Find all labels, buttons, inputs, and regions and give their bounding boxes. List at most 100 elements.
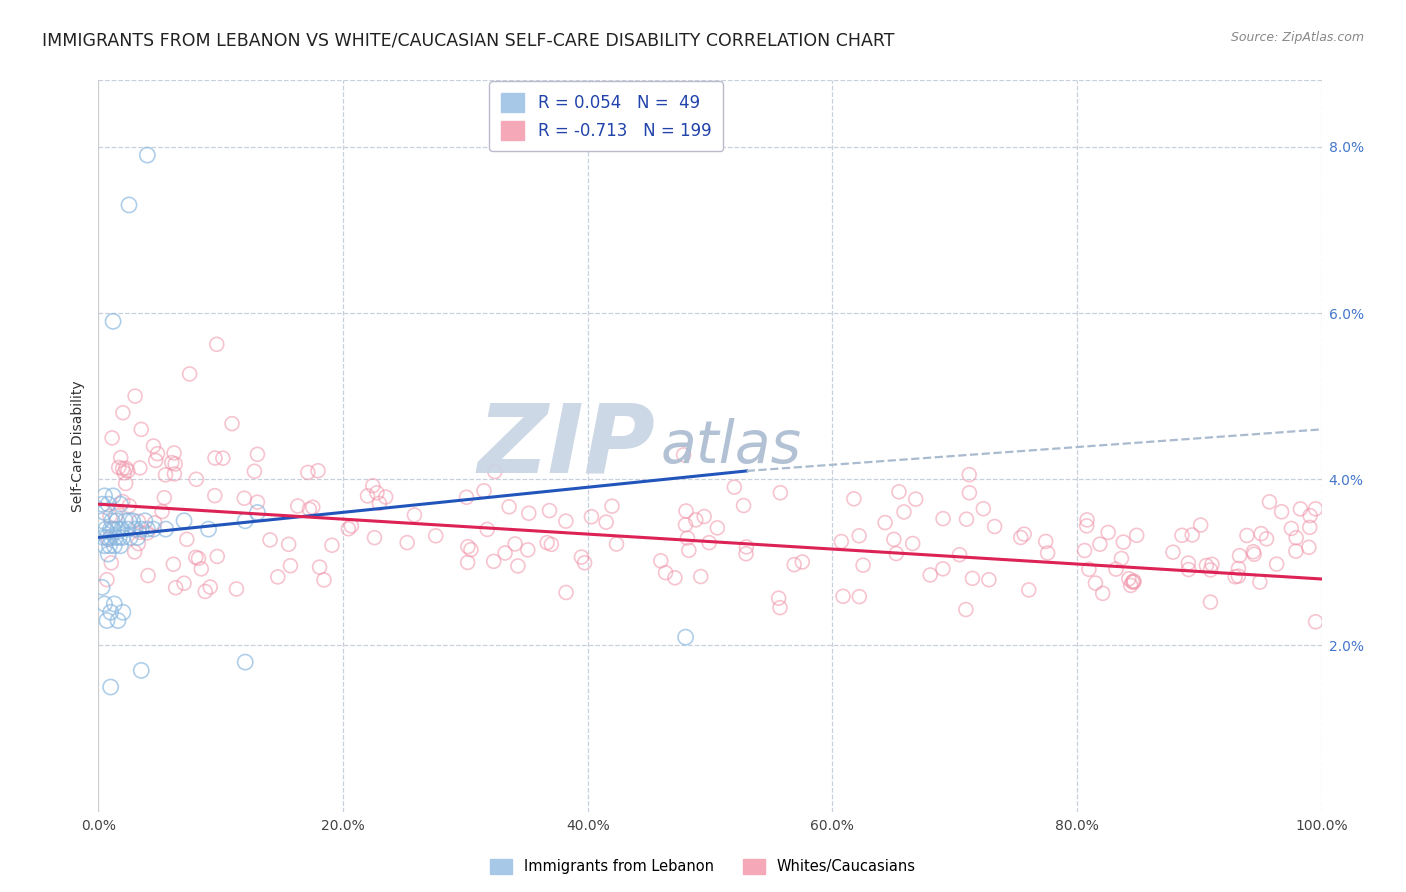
Point [948,548,970,562]
Point [356,489,378,503]
Y-axis label: Self-Care Disability: Self-Care Disability [70,380,84,512]
Point [1271,505,1294,519]
Point [482,554,505,568]
Point [1097,525,1119,540]
Point [108,530,131,544]
Point [340,519,363,533]
Point [110,497,132,511]
Point [503,537,526,551]
Point [920,568,942,582]
Point [962,571,984,585]
Point [100,530,122,544]
Point [875,516,897,530]
Point [1298,541,1320,555]
Point [538,503,561,517]
Point [425,529,447,543]
Point [1076,519,1098,533]
Point [233,514,256,528]
Point [298,502,321,516]
Point [1119,578,1142,592]
Point [117,464,139,478]
Point [184,550,207,565]
Point [204,489,226,503]
Point [972,501,994,516]
Point [118,198,141,212]
Point [887,484,910,499]
Point [98,509,121,524]
Point [571,550,593,565]
Point [404,508,426,522]
Point [101,522,124,536]
Point [197,522,219,536]
Point [1243,547,1265,561]
Point [977,573,1000,587]
Point [1195,558,1218,573]
Point [1125,528,1147,542]
Point [457,556,479,570]
Point [101,514,124,528]
Point [100,556,122,570]
Point [97,547,120,561]
Point [735,547,758,561]
Point [136,148,159,162]
Point [91,514,114,528]
Point [101,489,124,503]
Point [1012,527,1035,541]
Point [957,485,980,500]
Point [955,602,977,616]
Text: Source: ZipAtlas.com: Source: ZipAtlas.com [1230,31,1364,45]
Point [1036,546,1059,560]
Point [100,522,122,536]
Point [735,540,758,554]
Point [1201,558,1223,572]
Point [111,406,134,420]
Point [1122,574,1144,588]
Point [769,600,792,615]
Point [124,522,146,536]
Point [280,558,302,573]
Point [93,539,115,553]
Point [204,450,226,465]
Point [848,590,870,604]
Point [1010,531,1032,545]
Point [932,562,955,576]
Point [1241,545,1264,559]
Point [194,584,217,599]
Point [374,490,396,504]
Point [1279,521,1302,535]
Point [120,530,142,544]
Point [1088,537,1111,551]
Point [105,514,128,528]
Point [363,531,385,545]
Point [93,489,115,503]
Point [221,417,243,431]
Point [957,467,980,482]
Point [574,556,596,570]
Point [1018,582,1040,597]
Point [134,514,156,528]
Point [153,491,176,505]
Point [1289,502,1312,516]
Point [176,533,198,547]
Point [506,558,529,573]
Point [114,476,136,491]
Point [103,539,125,553]
Point [1299,508,1322,523]
Point [883,533,905,547]
Point [127,530,149,544]
Point [246,495,269,509]
Point [893,505,915,519]
Point [205,337,228,351]
Point [689,569,711,583]
Point [768,591,790,606]
Legend: R = 0.054   N =  49, R = -0.713   N = 199: R = 0.054 N = 49, R = -0.713 N = 199 [489,81,723,152]
Point [101,314,124,328]
Point [932,511,955,525]
Point [129,422,152,436]
Point [297,466,319,480]
Point [472,483,495,498]
Point [1112,535,1135,549]
Point [1285,531,1308,545]
Point [246,447,269,461]
Point [1118,572,1140,586]
